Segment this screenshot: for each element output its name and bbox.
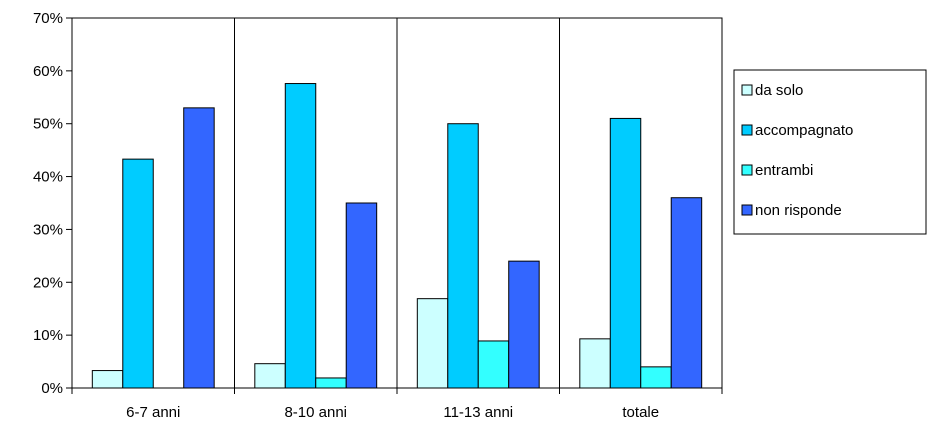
bar-accompagnato-1: [122, 158, 154, 389]
y-tick-label: 10%: [33, 327, 63, 344]
bar-da-solo-3: [416, 298, 449, 389]
bar-entrambi-4: [640, 366, 672, 389]
bar-da-solo-4: [579, 338, 611, 389]
y-tick-label: 20%: [33, 274, 63, 291]
legend-box: [733, 69, 927, 235]
bar-non-risponde-3: [508, 260, 540, 389]
legend-swatch: [741, 84, 753, 96]
y-tick-label: 0%: [41, 380, 63, 397]
legend-label: entrambi: [755, 162, 813, 179]
x-tick-label: 8-10 anni: [284, 404, 347, 421]
plot-area: 0% 10% 20% 30% 40% 50% 60% 70% 6-7 anni 8-10 anni…: [33, 10, 723, 421]
bar-entrambi-3: [477, 340, 510, 389]
bar-accompagnato-4: [609, 117, 642, 389]
bar-accompagnato-2: [284, 83, 317, 389]
bar-accompagnato-3: [447, 123, 479, 389]
legend-swatch: [741, 204, 753, 216]
legend-label: accompagnato: [755, 122, 853, 139]
y-tick-label: 60%: [33, 63, 63, 80]
bar-non-risponde-2: [345, 202, 378, 389]
y-tick-label: 70%: [33, 10, 63, 27]
x-tick-label: totale: [622, 404, 659, 421]
x-tick-label: 11-13 anni: [443, 404, 513, 421]
bar-da-solo-1: [91, 370, 124, 389]
legend-swatch: [741, 164, 753, 176]
bar-non-risponde-4: [670, 197, 703, 389]
legend-label: da solo: [755, 82, 803, 99]
legend-label: non risponde: [755, 202, 842, 219]
y-tick-label: 50%: [33, 116, 63, 133]
bar-non-risponde-1: [183, 107, 215, 389]
y-tick-label: 30%: [33, 221, 63, 238]
legend: da solo accompagnato entrambi non risponde: [733, 69, 927, 235]
legend-swatch: [741, 124, 753, 136]
bar-da-solo-2: [254, 363, 286, 389]
x-tick-label: 6-7 anni: [126, 404, 180, 421]
bar-entrambi-2: [315, 377, 347, 389]
y-tick-label: 40%: [33, 169, 63, 186]
